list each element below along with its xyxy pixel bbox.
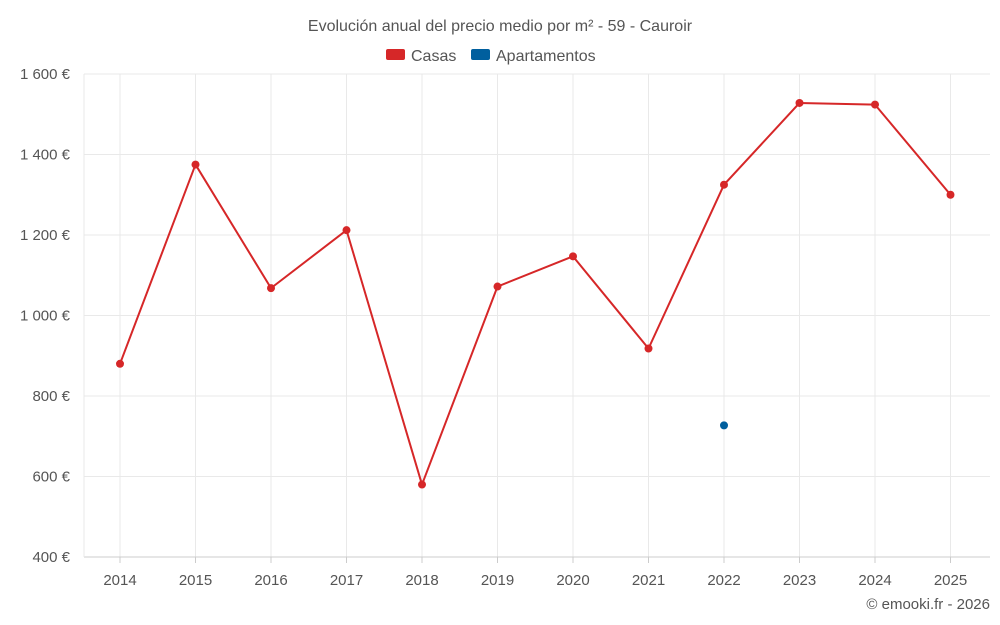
- data-point-casas-2018[interactable]: [418, 480, 426, 489]
- x-tick-label: 2019: [481, 572, 514, 589]
- data-point-casas-2015[interactable]: [191, 160, 200, 169]
- data-point-casas-2019[interactable]: [493, 282, 502, 291]
- x-tick-label: 2017: [330, 572, 363, 589]
- series-line-casas: [119, 101, 952, 486]
- data-point-casas-2021[interactable]: [644, 344, 653, 353]
- x-tick-label: 2015: [179, 572, 212, 589]
- y-tick-label: 1 000 €: [20, 308, 71, 325]
- y-tick-label: 400 €: [32, 549, 70, 566]
- y-tick-label: 1 400 €: [20, 147, 71, 164]
- x-tick-label: 2018: [405, 572, 438, 589]
- y-tick-label: 1 200 €: [20, 227, 71, 244]
- grid: [84, 73, 990, 557]
- legend-label-apartamentos: Apartamentos: [496, 48, 596, 65]
- x-tick-label: 2022: [707, 572, 740, 589]
- legend: Casas Apartamentos: [386, 48, 596, 65]
- data-point-casas-2025[interactable]: [946, 190, 955, 199]
- axes: 400 € 600 € 800 € 1 000 € 1 200 € 1 400 € 1 60…: [20, 66, 990, 589]
- data-point-casas-2014[interactable]: [116, 359, 124, 368]
- x-tick-label: 2025: [934, 572, 967, 589]
- legend-label-casas: Casas: [411, 48, 456, 65]
- data-point-casas-2023[interactable]: [795, 98, 804, 107]
- data-point-casas-2022[interactable]: [720, 180, 728, 189]
- data-point-casas-2016[interactable]: [267, 284, 275, 293]
- data-point-casas-2017[interactable]: [342, 226, 351, 235]
- x-tick-label: 2021: [632, 572, 665, 589]
- data-point-casas-2020[interactable]: [569, 252, 577, 261]
- data-point-casas-2024[interactable]: [871, 100, 879, 109]
- x-tick-label: 2016: [254, 572, 287, 589]
- legend-item-apartamentos[interactable]: Apartamentos: [471, 48, 596, 65]
- chart-title: Evolución anual del precio medio por m² …: [308, 18, 693, 35]
- y-tick-label: 600 €: [32, 469, 70, 486]
- x-tick-label: 2020: [556, 572, 589, 589]
- x-tick-label: 2024: [858, 572, 891, 589]
- legend-item-casas[interactable]: Casas: [386, 48, 456, 65]
- legend-swatch-casas: [386, 49, 405, 60]
- credit-text: © emooki.fr - 2026: [866, 596, 990, 613]
- legend-swatch-apartamentos: [471, 49, 490, 60]
- data-point-apartamentos-2022[interactable]: [720, 421, 728, 430]
- y-tick-label: 800 €: [32, 388, 70, 405]
- y-tick-label: 1 600 €: [20, 66, 71, 83]
- x-tick-label: 2023: [783, 572, 816, 589]
- x-tick-label: 2014: [103, 572, 136, 589]
- plot-area: [116, 98, 955, 489]
